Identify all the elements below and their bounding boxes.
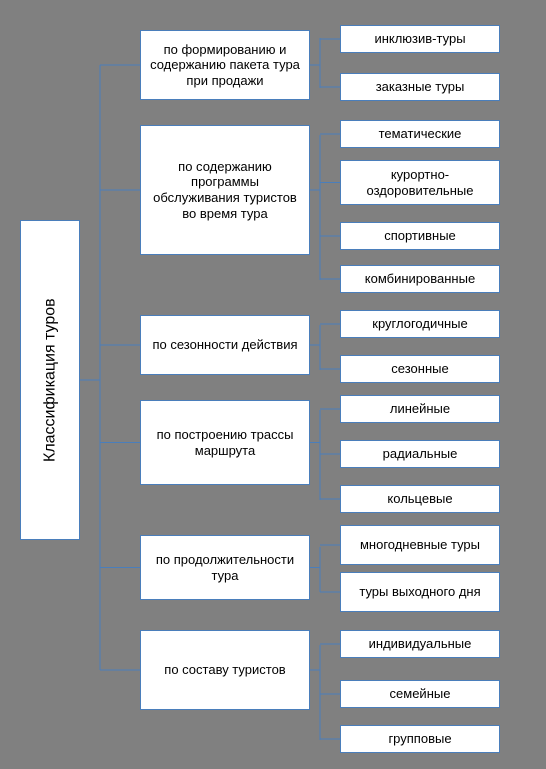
- leaf-node-3-0: линейные: [340, 395, 500, 423]
- leaf-node-0-1: заказные туры: [340, 73, 500, 101]
- leaf-node-2-1: сезонные: [340, 355, 500, 383]
- leaf-node-4-1: туры выходного дня: [340, 572, 500, 612]
- diagram-canvas: Классификация туров по формированию и сод…: [0, 0, 546, 769]
- leaf-node-4-0: многодневные туры: [340, 525, 500, 565]
- leaf-node-0-0: инклюзив-туры: [340, 25, 500, 53]
- category-node-1: по содержанию программы обслуживания тур…: [140, 125, 310, 255]
- leaf-node-5-1: семейные: [340, 680, 500, 708]
- leaf-node-1-1: курортно-оздоровительные: [340, 160, 500, 205]
- leaf-node-5-2: групповые: [340, 725, 500, 753]
- leaf-node-1-2: спортивные: [340, 222, 500, 250]
- leaf-node-2-0: круглогодичные: [340, 310, 500, 338]
- leaf-node-5-0: индивидуальные: [340, 630, 500, 658]
- category-node-0: по формированию и содержанию пакета тура…: [140, 30, 310, 100]
- leaf-node-1-3: комбинированные: [340, 265, 500, 293]
- category-node-4: по продолжительности тура: [140, 535, 310, 600]
- leaf-node-3-2: кольцевые: [340, 485, 500, 513]
- category-node-5: по составу туристов: [140, 630, 310, 710]
- leaf-node-1-0: тематические: [340, 120, 500, 148]
- leaf-node-3-1: радиальные: [340, 440, 500, 468]
- root-node: Классификация туров: [20, 220, 80, 540]
- category-node-3: по построению трассы маршрута: [140, 400, 310, 485]
- category-node-2: по сезонности действия: [140, 315, 310, 375]
